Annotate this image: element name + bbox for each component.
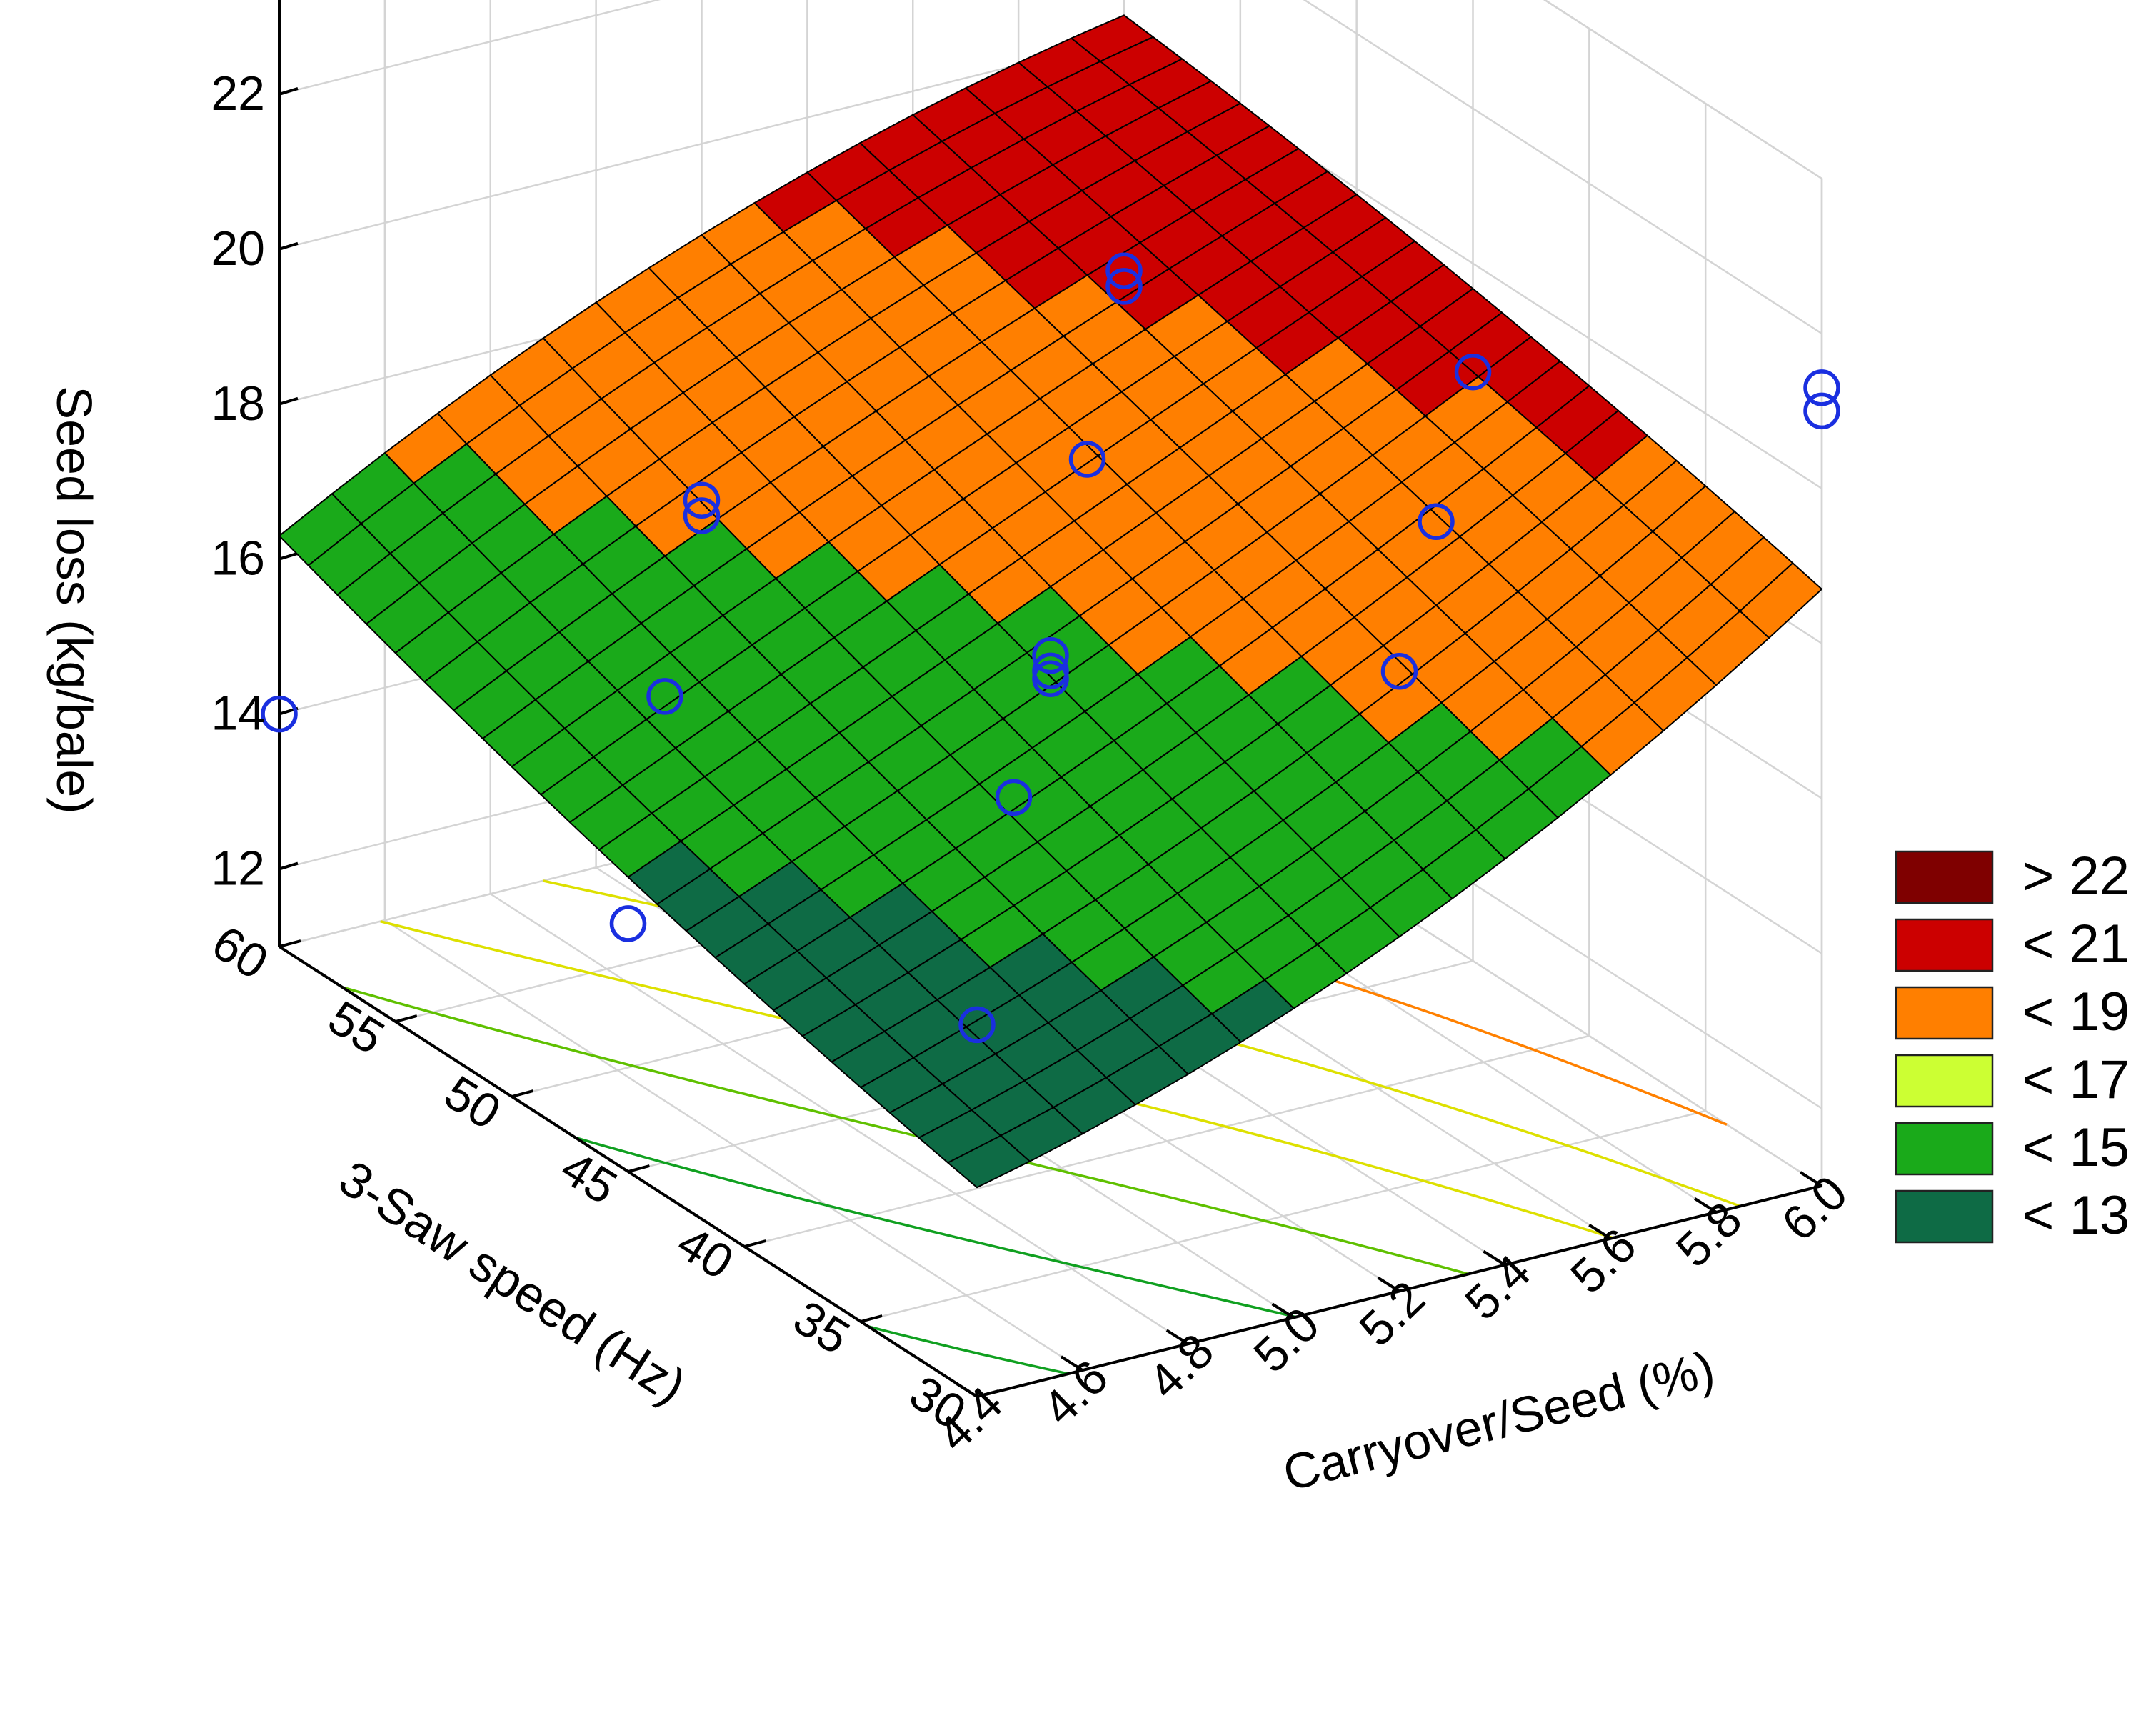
observed-points — [261, 252, 1840, 1044]
observed-point — [1032, 636, 1069, 674]
y-tick-label: 40 — [668, 1215, 742, 1290]
observed-point — [1418, 503, 1455, 540]
legend-entry: > 22 — [1895, 846, 2130, 907]
observed-point — [1803, 392, 1840, 430]
x-tick-label: 6.0 — [1772, 1165, 1858, 1251]
z-tick-label: 16 — [211, 531, 265, 586]
x-tick-label: 5.2 — [1349, 1271, 1435, 1357]
x-tick-label: 5.0 — [1243, 1297, 1330, 1383]
response-surface — [279, 14, 1822, 1189]
surface-cell — [947, 1134, 1031, 1189]
axes — [278, 0, 1823, 1398]
observed-point — [1380, 653, 1418, 690]
observed-point — [683, 481, 721, 519]
x-axis-title: Carryover/Seed (%) — [1278, 1341, 1720, 1502]
legend-entry: < 13 — [1895, 1185, 2130, 1246]
x-tick-label: 4.8 — [1138, 1324, 1224, 1409]
z-tick-label: 14 — [211, 686, 265, 741]
contour-line — [868, 1325, 1069, 1375]
legend-swatch — [1895, 1122, 1994, 1176]
legend-entry: < 21 — [1895, 914, 2130, 974]
observed-point — [646, 678, 683, 715]
legend-label: < 19 — [2022, 982, 2130, 1042]
legend-label: > 22 — [2022, 846, 2130, 907]
observed-point — [1803, 369, 1840, 406]
observed-point — [958, 1006, 996, 1044]
legend: > 22 < 21 < 19 < 17 < 15 < 13 — [1895, 846, 2130, 1246]
x-tick-label: 5.6 — [1560, 1218, 1647, 1304]
legend-entry: < 15 — [1895, 1117, 2130, 1178]
x-tick-label: 5.4 — [1455, 1244, 1541, 1330]
legend-label: < 21 — [2022, 914, 2130, 974]
legend-swatch — [1895, 918, 1994, 972]
observed-point — [1032, 660, 1069, 697]
observed-point — [1068, 441, 1106, 478]
legend-label: < 15 — [2022, 1117, 2130, 1178]
legend-entry: < 19 — [1895, 982, 2130, 1042]
y-tick-label: 35 — [784, 1290, 858, 1365]
observed-point — [995, 779, 1033, 816]
x-tick-label: 4.6 — [1033, 1349, 1119, 1435]
observed-point — [683, 497, 721, 534]
y-tick-label: 50 — [436, 1065, 510, 1140]
y-tick-label: 45 — [551, 1140, 626, 1215]
z-tick-label: 22 — [211, 66, 265, 121]
observed-point — [1454, 353, 1492, 391]
y-axis-title: 3-Saw speed (Hz) — [329, 1150, 695, 1415]
observed-point — [609, 905, 647, 942]
legend-swatch — [1895, 986, 1994, 1040]
observed-point — [1105, 268, 1143, 305]
z-tick-label: 20 — [211, 221, 265, 276]
y-tick-label: 55 — [319, 990, 393, 1065]
legend-swatch — [1895, 1054, 1994, 1108]
legend-swatch — [1895, 1189, 1994, 1244]
legend-label: < 17 — [2022, 1049, 2130, 1110]
y-tick-label: 60 — [203, 915, 277, 990]
contour-line — [575, 1136, 1296, 1319]
legend-label: < 13 — [2022, 1185, 2130, 1246]
z-tick-label: 18 — [211, 376, 265, 431]
z-axis-title: Seed loss (kg/bale) — [46, 386, 102, 814]
observed-point — [261, 695, 298, 733]
z-tick-label: 12 — [211, 841, 265, 896]
legend-swatch — [1895, 850, 1994, 904]
observed-point — [1105, 252, 1143, 289]
legend-entry: < 17 — [1895, 1049, 2130, 1110]
